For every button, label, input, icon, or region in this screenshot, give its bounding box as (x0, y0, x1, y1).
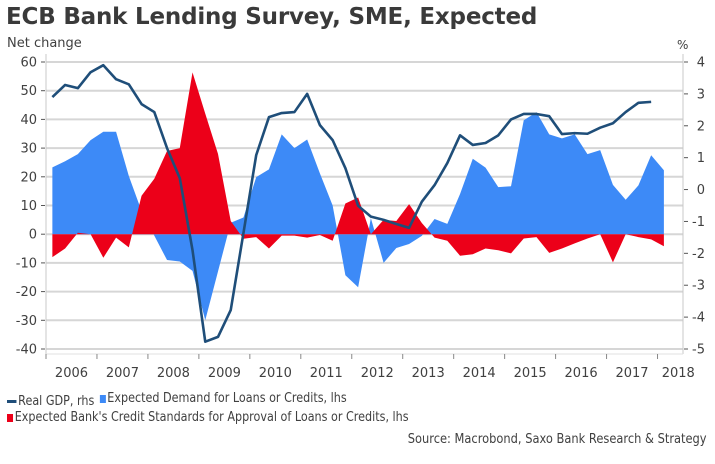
legend-label: Expected Bank's Credit Standards for App… (14, 410, 409, 425)
left-tick-label: -10 (16, 256, 37, 271)
legend-item-demand: Expected Demand for Loans or Credits, lh… (99, 391, 347, 406)
left-tick-label: 10 (20, 199, 37, 214)
axes: 6050403020100-10-20-30-4043210-1-2-3-4-5… (16, 54, 705, 381)
left-axis-label: Net change (7, 36, 82, 51)
x-tick-label: 2008 (157, 366, 190, 381)
right-axis-label: % (677, 38, 689, 52)
x-tick-label: 2016 (565, 366, 598, 381)
legend-item-real-gdp: Real GDP, rhs (7, 394, 94, 409)
left-tick-label: -40 (16, 343, 37, 358)
x-tick-label: 2010 (259, 366, 292, 381)
legend-swatch-box-icon (99, 394, 106, 403)
left-tick-label: -20 (16, 285, 37, 300)
x-tick-label: 2013 (412, 366, 445, 381)
left-tick-label: 20 (20, 170, 37, 185)
area-expected-bank-s-credit-standards-for-approval-of-loans-or-credits-lhs (52, 72, 664, 263)
left-tick-label: 30 (20, 142, 37, 157)
legend-item-credit-standards: Expected Bank's Credit Standards for App… (7, 410, 409, 425)
right-tick-label: 3 (697, 87, 705, 102)
x-tick-label: 2009 (208, 366, 241, 381)
x-tick-label: 2012 (361, 366, 394, 381)
x-tick-label: 2015 (514, 366, 547, 381)
left-tick-label: 0 (29, 228, 37, 243)
right-tick-label: -1 (692, 215, 705, 230)
right-tick-label: -2 (692, 247, 705, 262)
legend-row-1: Real GDP, rhs Expected Demand for Loans … (7, 391, 348, 409)
area-series (52, 72, 664, 321)
left-tick-label: 50 (20, 84, 37, 99)
x-tick-label: 2017 (615, 366, 648, 381)
line-real-gdp (51, 63, 652, 343)
x-tick-label: 2007 (106, 366, 139, 381)
legend-row-2: Expected Bank's Credit Standards for App… (7, 410, 410, 426)
x-tick-label: 2011 (310, 366, 343, 381)
legend-swatch-box-icon (7, 413, 14, 422)
right-tick-label: 2 (697, 119, 705, 134)
x-tick-label: 2018 (662, 366, 695, 381)
legend-label: Expected Demand for Loans or Credits, lh… (107, 391, 347, 406)
legend-swatch-line-icon (7, 399, 17, 403)
x-tick-label: 2006 (55, 366, 88, 381)
area-expected-demand-for-loans-or-credits-lhs (52, 112, 664, 321)
right-tick-label: -3 (692, 279, 705, 294)
right-tick-label: 1 (697, 151, 705, 166)
right-tick-label: -4 (692, 311, 705, 326)
legend-label: Real GDP, rhs (18, 393, 95, 409)
source-note: Source: Macrobond, Saxo Bank Research & … (408, 432, 707, 447)
right-tick-label: 0 (697, 183, 705, 198)
right-tick-label: 4 (697, 56, 705, 71)
left-tick-label: -30 (16, 314, 37, 329)
x-tick-label: 2014 (463, 366, 496, 381)
left-tick-label: 60 (20, 56, 37, 71)
right-tick-label: -5 (692, 343, 705, 358)
left-tick-label: 40 (20, 113, 37, 128)
line-series (51, 63, 652, 343)
chart-title: ECB Bank Lending Survey, SME, Expected (6, 4, 538, 30)
